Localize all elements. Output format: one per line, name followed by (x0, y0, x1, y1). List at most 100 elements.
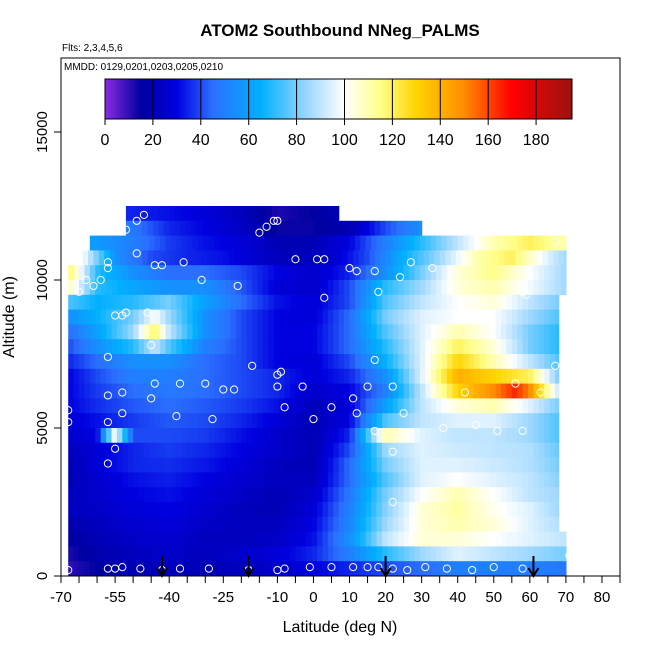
heatmap-cell (95, 354, 102, 370)
heatmap-cell (284, 442, 291, 458)
heatmap-cell (68, 309, 75, 325)
heatmap-cell (255, 250, 262, 266)
heatmap-cell (398, 339, 405, 355)
heatmap-cell (387, 265, 394, 281)
sample-point (147, 341, 156, 350)
heatmap-cell (311, 472, 318, 488)
heatmap-cell (425, 442, 432, 458)
heatmap-cell (381, 487, 388, 503)
heatmap-cell (365, 457, 372, 473)
heatmap-cell (365, 413, 372, 429)
heatmap-cell (354, 339, 361, 355)
heatmap-cell (409, 339, 416, 355)
heatmap-cell (387, 339, 394, 355)
heatmap-cell (468, 502, 475, 518)
heatmap-cell (230, 531, 237, 547)
heatmap-cell (506, 383, 513, 399)
heatmap-cell (154, 235, 161, 251)
heatmap-cell (338, 368, 345, 384)
sample-point (121, 308, 131, 317)
heatmap-cell (230, 324, 237, 340)
heatmap-cell (484, 472, 491, 488)
heatmap-cell (403, 442, 410, 458)
heatmap-cell (290, 487, 297, 503)
heatmap-cell (490, 368, 497, 384)
heatmap-cell (344, 294, 351, 310)
heatmap-cell (165, 368, 172, 384)
heatmap-cell (241, 487, 248, 503)
heatmap-cell (381, 531, 388, 547)
heatmap-cell (160, 413, 167, 429)
heatmap-cell (252, 561, 259, 576)
sample-point (175, 564, 185, 573)
heatmap-cell (322, 561, 329, 576)
heatmap-cell (252, 487, 259, 503)
heatmap-cell (154, 354, 161, 370)
heatmap-cell (246, 383, 253, 399)
heatmap-cell (273, 502, 280, 518)
heatmap-cell (273, 428, 280, 444)
heatmap-cell (163, 220, 170, 236)
heatmap-cell (235, 546, 242, 562)
heatmap-cell (376, 428, 383, 444)
heatmap-cell (338, 339, 345, 355)
heatmap-cell (473, 442, 480, 458)
heatmap-cell (84, 516, 91, 532)
heatmap-cell (344, 428, 351, 444)
heatmap-cell (279, 368, 286, 384)
heatmap-cell (225, 516, 232, 532)
heatmap-cell (208, 457, 215, 473)
heatmap-cell (549, 398, 556, 414)
heatmap-cell (262, 368, 269, 384)
heatmap-cell (169, 220, 176, 236)
heatmap-cell (181, 309, 188, 325)
heatmap-cell (490, 531, 497, 547)
sample-point (403, 565, 412, 575)
heatmap-cell (371, 457, 378, 473)
heatmap-cell (409, 383, 416, 399)
heatmap-cell (89, 354, 96, 370)
heatmap-cell (208, 428, 215, 444)
heatmap-cell (122, 339, 129, 355)
sample-point (280, 564, 289, 573)
heatmap-cell (409, 235, 416, 251)
heatmap-cell (374, 220, 381, 236)
chart-annotation: MMDD: 0129,0201,0203,0205,0210 (64, 62, 223, 73)
sample-point (374, 563, 383, 572)
heatmap-cell (111, 354, 118, 370)
heatmap-cell (290, 472, 297, 488)
heatmap-cell (273, 413, 280, 429)
heatmap-cell (111, 265, 118, 281)
heatmap-cell (311, 546, 318, 562)
heatmap-cell (180, 206, 187, 222)
heatmap-cell (198, 294, 205, 310)
heatmap-cell (284, 383, 291, 399)
heatmap-cell (473, 428, 480, 444)
heatmap-cell (246, 235, 253, 251)
heatmap-cell (116, 457, 123, 473)
heatmap-cell (338, 442, 345, 458)
heatmap-cell (555, 531, 562, 547)
heatmap-cell (376, 383, 383, 399)
heatmap-cell (138, 428, 145, 444)
heatmap-cell (387, 398, 394, 414)
heatmap-cell (479, 472, 486, 488)
heatmap-cell (214, 561, 221, 576)
heatmap-cell (284, 354, 291, 370)
heatmap-cell (414, 265, 421, 281)
heatmap-cell (116, 398, 123, 414)
colorbar-tick-label: 80 (288, 132, 306, 149)
heatmap-cell (257, 472, 264, 488)
heatmap-cell (84, 339, 91, 355)
heatmap-cell (290, 324, 297, 340)
heatmap-cell (369, 220, 376, 236)
heatmap-cell (268, 324, 275, 340)
heatmap-cell (116, 546, 123, 562)
heatmap-cell (95, 442, 102, 458)
heatmap-cell (170, 516, 178, 532)
heatmap-cell (506, 413, 513, 429)
heatmap-cell (246, 324, 253, 340)
heatmap-cell (208, 354, 215, 370)
heatmap-cell (138, 546, 145, 562)
heatmap-cell (376, 294, 383, 310)
